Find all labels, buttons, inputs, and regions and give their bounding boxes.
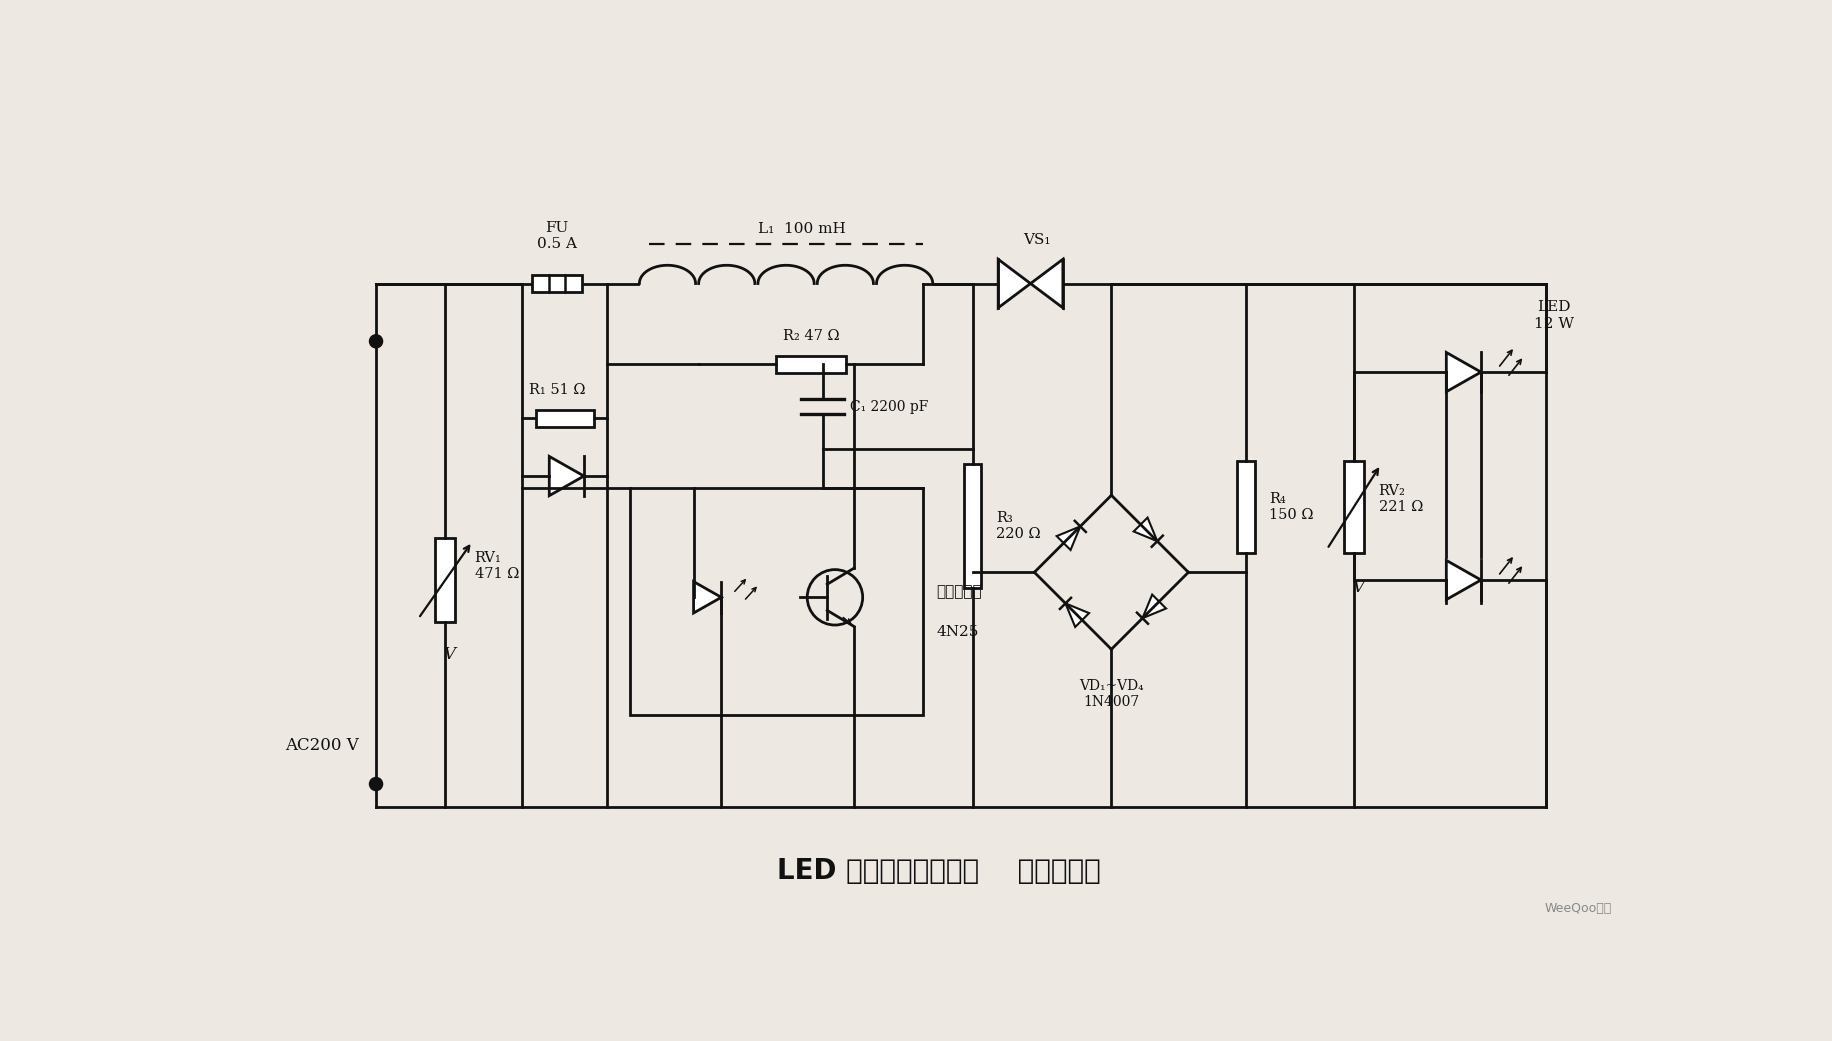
Bar — [535, 410, 594, 427]
Polygon shape — [1066, 604, 1088, 627]
Text: L₁  100 mH: L₁ 100 mH — [758, 222, 845, 236]
Text: RV₁
471 Ω: RV₁ 471 Ω — [474, 551, 518, 581]
Text: C₁ 2200 pF: C₁ 2200 pF — [850, 400, 929, 413]
Text: V: V — [1352, 579, 1363, 596]
Polygon shape — [1031, 259, 1063, 308]
Text: 光电耦合器: 光电耦合器 — [936, 585, 982, 599]
Polygon shape — [1143, 594, 1167, 618]
Bar — [1345, 460, 1365, 553]
Bar — [964, 464, 982, 588]
Circle shape — [370, 335, 383, 348]
Polygon shape — [550, 456, 584, 496]
Polygon shape — [1445, 560, 1480, 600]
Polygon shape — [998, 259, 1031, 308]
Bar — [436, 537, 456, 623]
Text: LED 日光灯管电路原理    （串联型）: LED 日光灯管电路原理 （串联型） — [777, 857, 1101, 885]
Text: R₃
220 Ω: R₃ 220 Ω — [997, 511, 1041, 541]
Text: VS₁: VS₁ — [1022, 232, 1050, 247]
Bar — [1237, 460, 1255, 553]
Text: LED
12 W: LED 12 W — [1533, 301, 1574, 331]
Text: V: V — [443, 646, 454, 663]
Circle shape — [370, 778, 383, 790]
Polygon shape — [694, 582, 722, 613]
Text: AC200 V: AC200 V — [286, 737, 359, 754]
Polygon shape — [1057, 527, 1081, 550]
Polygon shape — [1445, 353, 1480, 391]
Text: R₄
150 Ω: R₄ 150 Ω — [1270, 491, 1314, 522]
Text: RV₂
221 Ω: RV₂ 221 Ω — [1378, 484, 1423, 514]
Text: VD₁~VD₄
1N4007: VD₁~VD₄ 1N4007 — [1079, 679, 1143, 709]
Bar — [531, 275, 583, 293]
Text: WeeQoo维库: WeeQoo维库 — [1544, 902, 1612, 915]
Polygon shape — [1134, 517, 1158, 541]
Text: FU
0.5 A: FU 0.5 A — [537, 221, 577, 251]
Bar — [630, 487, 923, 715]
Text: R₂ 47 Ω: R₂ 47 Ω — [782, 329, 839, 342]
Text: 4N25: 4N25 — [936, 625, 978, 639]
Text: R₁ 51 Ω: R₁ 51 Ω — [529, 383, 584, 397]
Bar — [777, 356, 846, 373]
